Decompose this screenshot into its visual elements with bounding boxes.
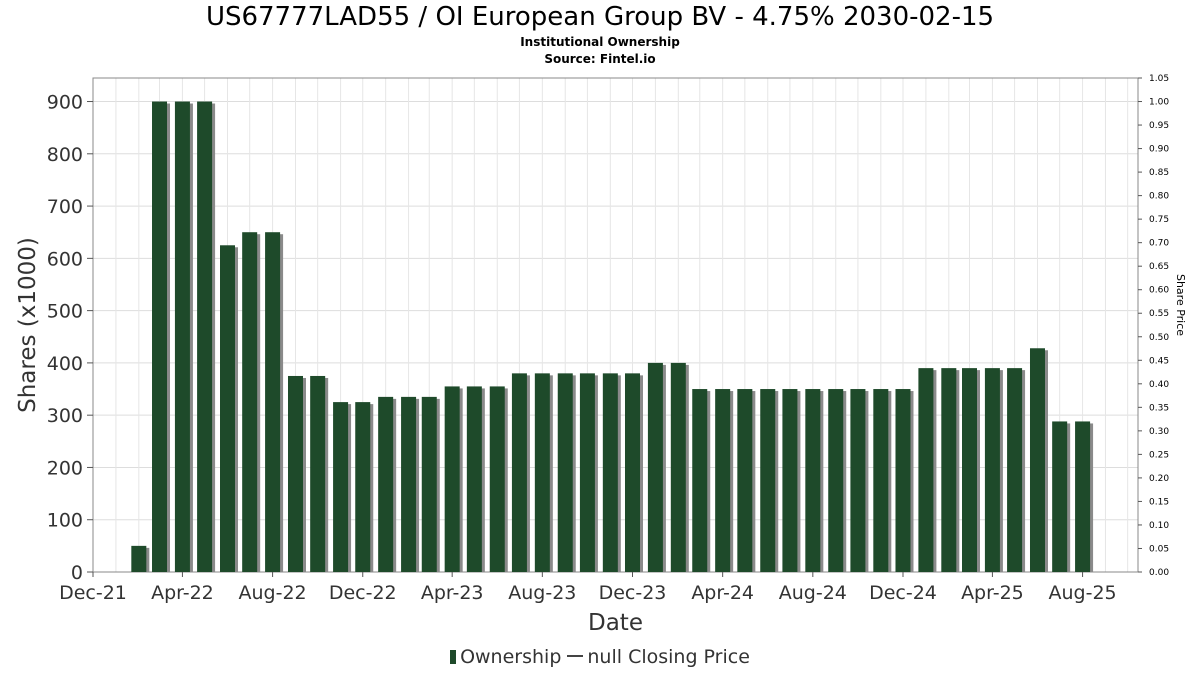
bar	[760, 389, 776, 572]
x-tick-label: Dec-22	[329, 582, 397, 604]
bar	[670, 362, 686, 572]
bar	[873, 389, 889, 572]
bar	[511, 373, 527, 572]
y-tick-label: 600	[47, 248, 83, 270]
bar	[1075, 421, 1091, 572]
bar	[265, 232, 281, 572]
x-tick-label: Apr-24	[691, 582, 754, 604]
y-tick-label: 200	[47, 457, 83, 479]
bar	[378, 396, 394, 572]
x-tick-label: Dec-21	[59, 582, 127, 604]
x-tick-label: Dec-24	[869, 582, 937, 604]
bar	[850, 389, 866, 572]
bar	[444, 386, 460, 572]
bar	[197, 101, 213, 573]
bar	[174, 101, 190, 573]
bar	[895, 389, 911, 572]
y-tick-label: 700	[47, 196, 83, 218]
bar	[941, 368, 957, 572]
y-tick-label: 500	[47, 301, 83, 323]
bar	[624, 373, 640, 572]
bar	[692, 389, 708, 572]
x-tick-label: Apr-22	[151, 582, 214, 604]
y2-tick-label: 0.55	[1149, 309, 1169, 319]
bar	[466, 386, 482, 572]
bar	[1007, 368, 1023, 572]
bar	[534, 373, 550, 572]
bar	[715, 389, 731, 572]
bar	[647, 362, 663, 572]
y2-tick-label: 0.40	[1149, 380, 1169, 390]
bar	[737, 389, 753, 572]
y2-tick-label: 0.10	[1149, 521, 1169, 531]
x-tick-label: Aug-22	[239, 582, 307, 604]
bar	[805, 389, 821, 572]
y-axis-title: Shares (x1000)	[15, 237, 41, 413]
y2-tick-label: 0.05	[1149, 544, 1169, 554]
y-tick-label: 400	[47, 353, 83, 375]
x-tick-label: Aug-24	[779, 582, 847, 604]
x-axis-title: Date	[588, 610, 643, 636]
bar	[1029, 348, 1045, 572]
y2-tick-label: 1.00	[1149, 98, 1169, 108]
chart-title: US67777LAD55 / OI European Group BV - 4.…	[205, 2, 995, 32]
bar	[579, 373, 595, 572]
y-tick-label: 0	[71, 562, 83, 584]
bar	[310, 375, 326, 572]
y2-tick-label: 0.65	[1149, 262, 1169, 272]
y2-tick-label: 0.85	[1149, 168, 1169, 178]
y2-tick-label: 0.25	[1149, 450, 1169, 460]
bar	[421, 396, 437, 572]
bar	[782, 389, 798, 572]
bar	[984, 368, 1000, 572]
bar	[961, 368, 977, 572]
bar	[152, 101, 168, 573]
y2-axis-title: Share Price	[1174, 274, 1187, 336]
y2-tick-label: 0.50	[1149, 333, 1169, 343]
bar	[131, 545, 147, 572]
legend-ownership-label: Ownership	[460, 646, 562, 668]
bar	[401, 396, 417, 572]
y-tick-label: 300	[47, 405, 83, 427]
x-tick-label: Aug-23	[508, 582, 576, 604]
legend: Ownership null Closing Price	[0, 646, 1200, 668]
y2-tick-label: 0.80	[1149, 192, 1169, 202]
bar	[918, 368, 934, 572]
x-tick-label: Dec-23	[599, 582, 667, 604]
y2-tick-label: 0.35	[1149, 403, 1169, 413]
y2-tick-label: 0.90	[1149, 145, 1169, 155]
y2-tick-label: 0.30	[1149, 427, 1169, 437]
bar	[242, 232, 258, 572]
bar	[355, 402, 371, 572]
x-tick-label: Apr-25	[961, 582, 1024, 604]
bar	[557, 373, 573, 572]
bar	[489, 386, 505, 572]
bar	[287, 375, 303, 572]
y2-tick-label: 0.00	[1149, 568, 1169, 578]
y2-tick-label: 0.75	[1149, 215, 1169, 225]
y2-tick-label: 0.20	[1149, 474, 1169, 484]
bar	[220, 245, 236, 572]
legend-price-label: null Closing Price	[587, 646, 750, 668]
bar	[602, 373, 618, 572]
x-tick-label: Apr-23	[421, 582, 484, 604]
y2-tick-label: 0.45	[1149, 356, 1169, 366]
bar	[333, 402, 349, 572]
chart-canvas: 0 100 200 300 400 500 600 700 800 900 0.00 0.05 0.10…	[15, 74, 1187, 636]
bar	[1052, 421, 1068, 572]
y2-tick-label: 0.70	[1149, 239, 1169, 249]
x-tick-label: Aug-25	[1049, 582, 1117, 604]
legend-ownership-swatch	[450, 650, 457, 664]
legend-price-line	[567, 655, 584, 657]
bar	[828, 389, 844, 572]
y2-tick-label: 0.15	[1149, 497, 1169, 507]
y2-tick-label: 1.05	[1149, 74, 1169, 84]
y2-tick-label: 0.60	[1149, 286, 1169, 296]
y-tick-label: 100	[47, 510, 83, 532]
chart-subtitle: Institutional Ownership	[520, 35, 680, 49]
y-tick-label: 800	[47, 144, 83, 166]
chart-source: Source: Fintel.io	[544, 52, 656, 66]
y2-tick-label: 0.95	[1149, 121, 1169, 131]
y-tick-label: 900	[47, 92, 83, 114]
